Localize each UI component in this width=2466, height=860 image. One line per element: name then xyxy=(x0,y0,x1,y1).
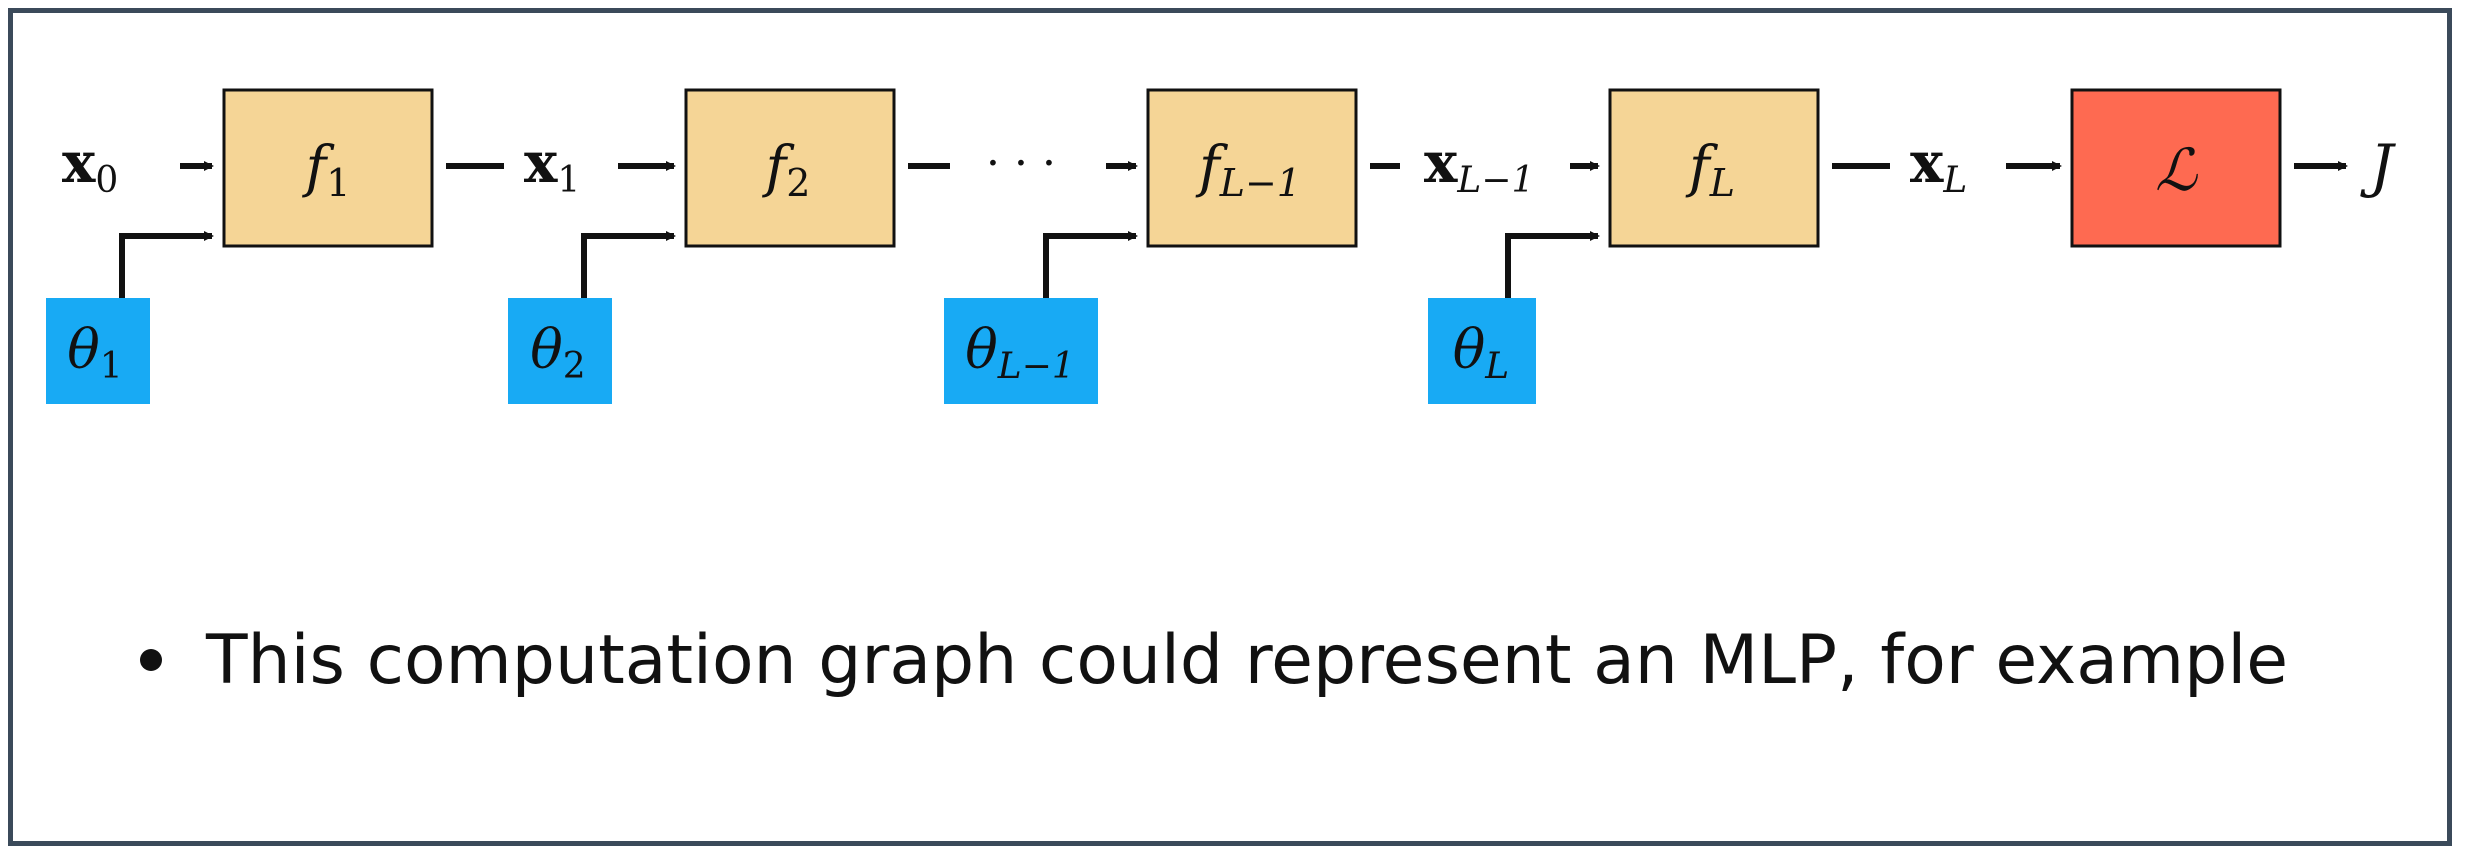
loss-label: ℒ xyxy=(2155,136,2198,204)
param-box-theta2-rect xyxy=(508,298,612,404)
loss-box: ℒ xyxy=(2070,88,2282,248)
edge-thetaL-to-fL xyxy=(1505,231,1600,298)
function-label-f1: f1 xyxy=(302,135,351,205)
edge-theta1-to-f1 xyxy=(119,231,214,298)
function-box-fL-rect xyxy=(1608,88,1820,248)
function-box-f1-rect xyxy=(222,88,434,248)
function-label-fLm1: fL−1 xyxy=(1195,135,1301,205)
function-label-fL: fL xyxy=(1685,135,1735,205)
ellipsis: · · · xyxy=(986,138,1056,189)
var-label-x0: x0 xyxy=(62,130,118,201)
param-box-theta1-rect xyxy=(46,298,150,404)
edge-thetaLm1-to-fLm1 xyxy=(1043,231,1138,298)
function-box-f2: f2 xyxy=(684,88,896,248)
param-box-thetaL: θL xyxy=(1428,298,1536,404)
param-box-theta2: θ2 xyxy=(508,298,612,404)
param-label-theta2: θ2 xyxy=(530,318,585,387)
param-box-thetaL-rect xyxy=(1428,298,1536,404)
output-label-J: J xyxy=(2360,132,2396,200)
var-label-xLm1: xL−1 xyxy=(1424,130,1534,201)
bullet-item: This computation graph could represent a… xyxy=(140,610,2288,710)
bullet-text: This computation graph could represent a… xyxy=(206,620,2289,700)
param-box-theta1: θ1 xyxy=(46,298,150,404)
function-box-f1: f1 xyxy=(222,88,434,248)
function-box-fLm1-rect xyxy=(1146,88,1358,248)
var-label-xL: xL xyxy=(1910,130,1967,201)
function-box-fL: fL xyxy=(1608,88,1820,248)
param-box-thetaLm1-rect xyxy=(944,298,1098,404)
function-box-f2-rect xyxy=(684,88,896,248)
param-label-thetaL: θL xyxy=(1453,318,1509,387)
var-label-x1: x1 xyxy=(524,130,580,201)
bullet-dot-icon xyxy=(140,649,162,671)
param-label-theta1: θ1 xyxy=(67,318,122,387)
edge-theta2-to-f2 xyxy=(581,231,676,298)
param-label-thetaLm1: θL−1 xyxy=(965,318,1075,387)
function-box-fLm1: fL−1 xyxy=(1146,88,1358,248)
loss-box-rect xyxy=(2070,88,2282,248)
param-box-thetaLm1: θL−1 xyxy=(944,298,1098,404)
